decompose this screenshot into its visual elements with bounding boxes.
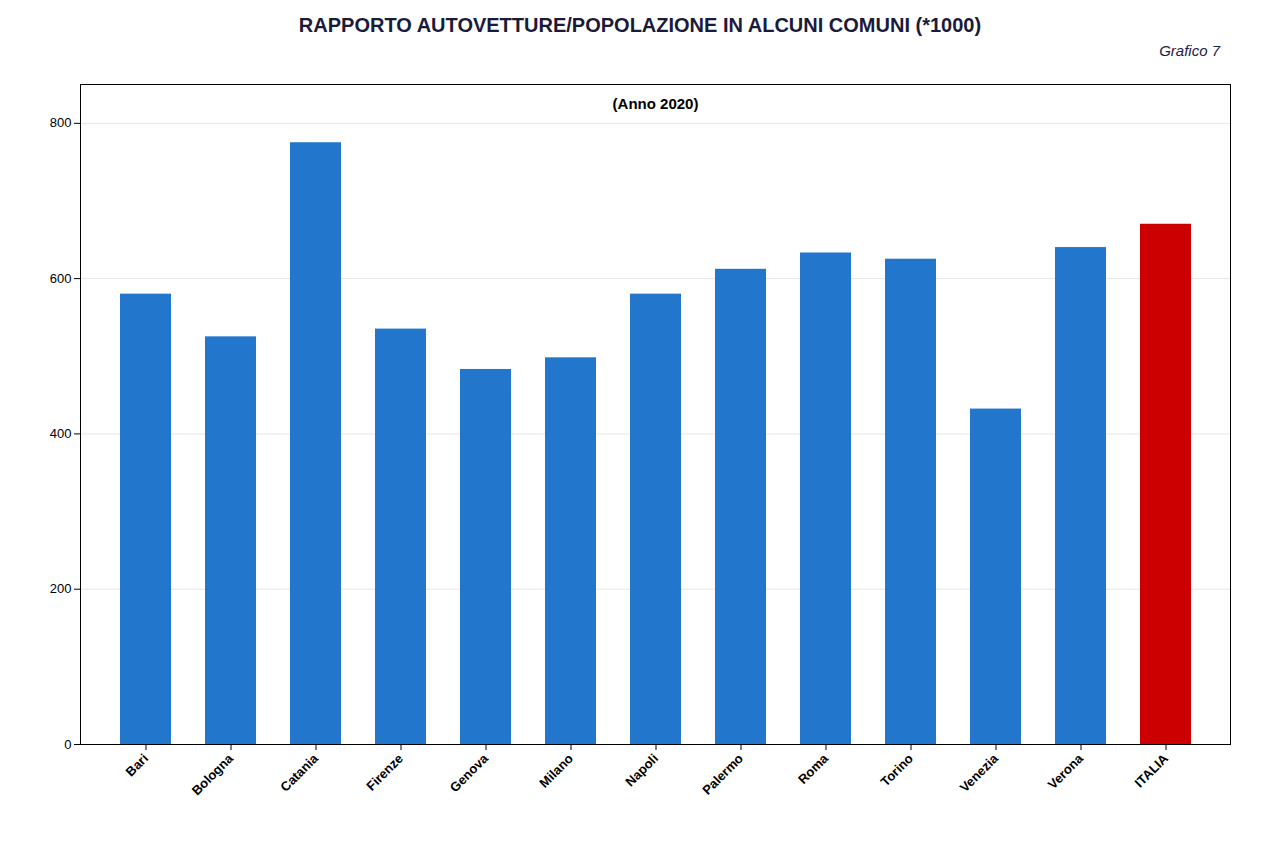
html-text:RAPPORTO AUTOVETTURE/POPOLAZIO: RAPPORTO AUTOVETTURE/POPOLAZIONE IN ALCU… xyxy=(298,14,982,36)
svg-text:400: 400 xyxy=(50,426,72,441)
svg-text:(Anno 2020): (Anno 2020) xyxy=(613,95,699,112)
svg-text:Bari: Bari xyxy=(123,751,151,779)
svg-text:Genova: Genova xyxy=(447,750,492,795)
svg-text:0: 0 xyxy=(64,737,71,752)
svg-text:Bologna: Bologna xyxy=(189,750,237,798)
html-text:Grafico 7: Grafico 7 xyxy=(1159,42,1220,59)
svg-text:Catania: Catania xyxy=(277,750,321,794)
svg-text:600: 600 xyxy=(50,271,72,286)
svg-text:Verona: Verona xyxy=(1045,750,1087,792)
svg-text:Venezia: Venezia xyxy=(957,750,1002,795)
svg-text:Napoli: Napoli xyxy=(622,751,661,790)
svg-text:800: 800 xyxy=(50,115,72,130)
svg-text:ITALIA: ITALIA xyxy=(1132,750,1172,790)
svg-text:Torino: Torino xyxy=(878,751,917,790)
svg-text:Firenze: Firenze xyxy=(363,751,406,794)
svg-text:Milano: Milano xyxy=(536,751,576,791)
svg-text:Palermo: Palermo xyxy=(699,751,746,798)
svg-text:Roma: Roma xyxy=(795,750,832,787)
svg-text:200: 200 xyxy=(50,581,72,596)
